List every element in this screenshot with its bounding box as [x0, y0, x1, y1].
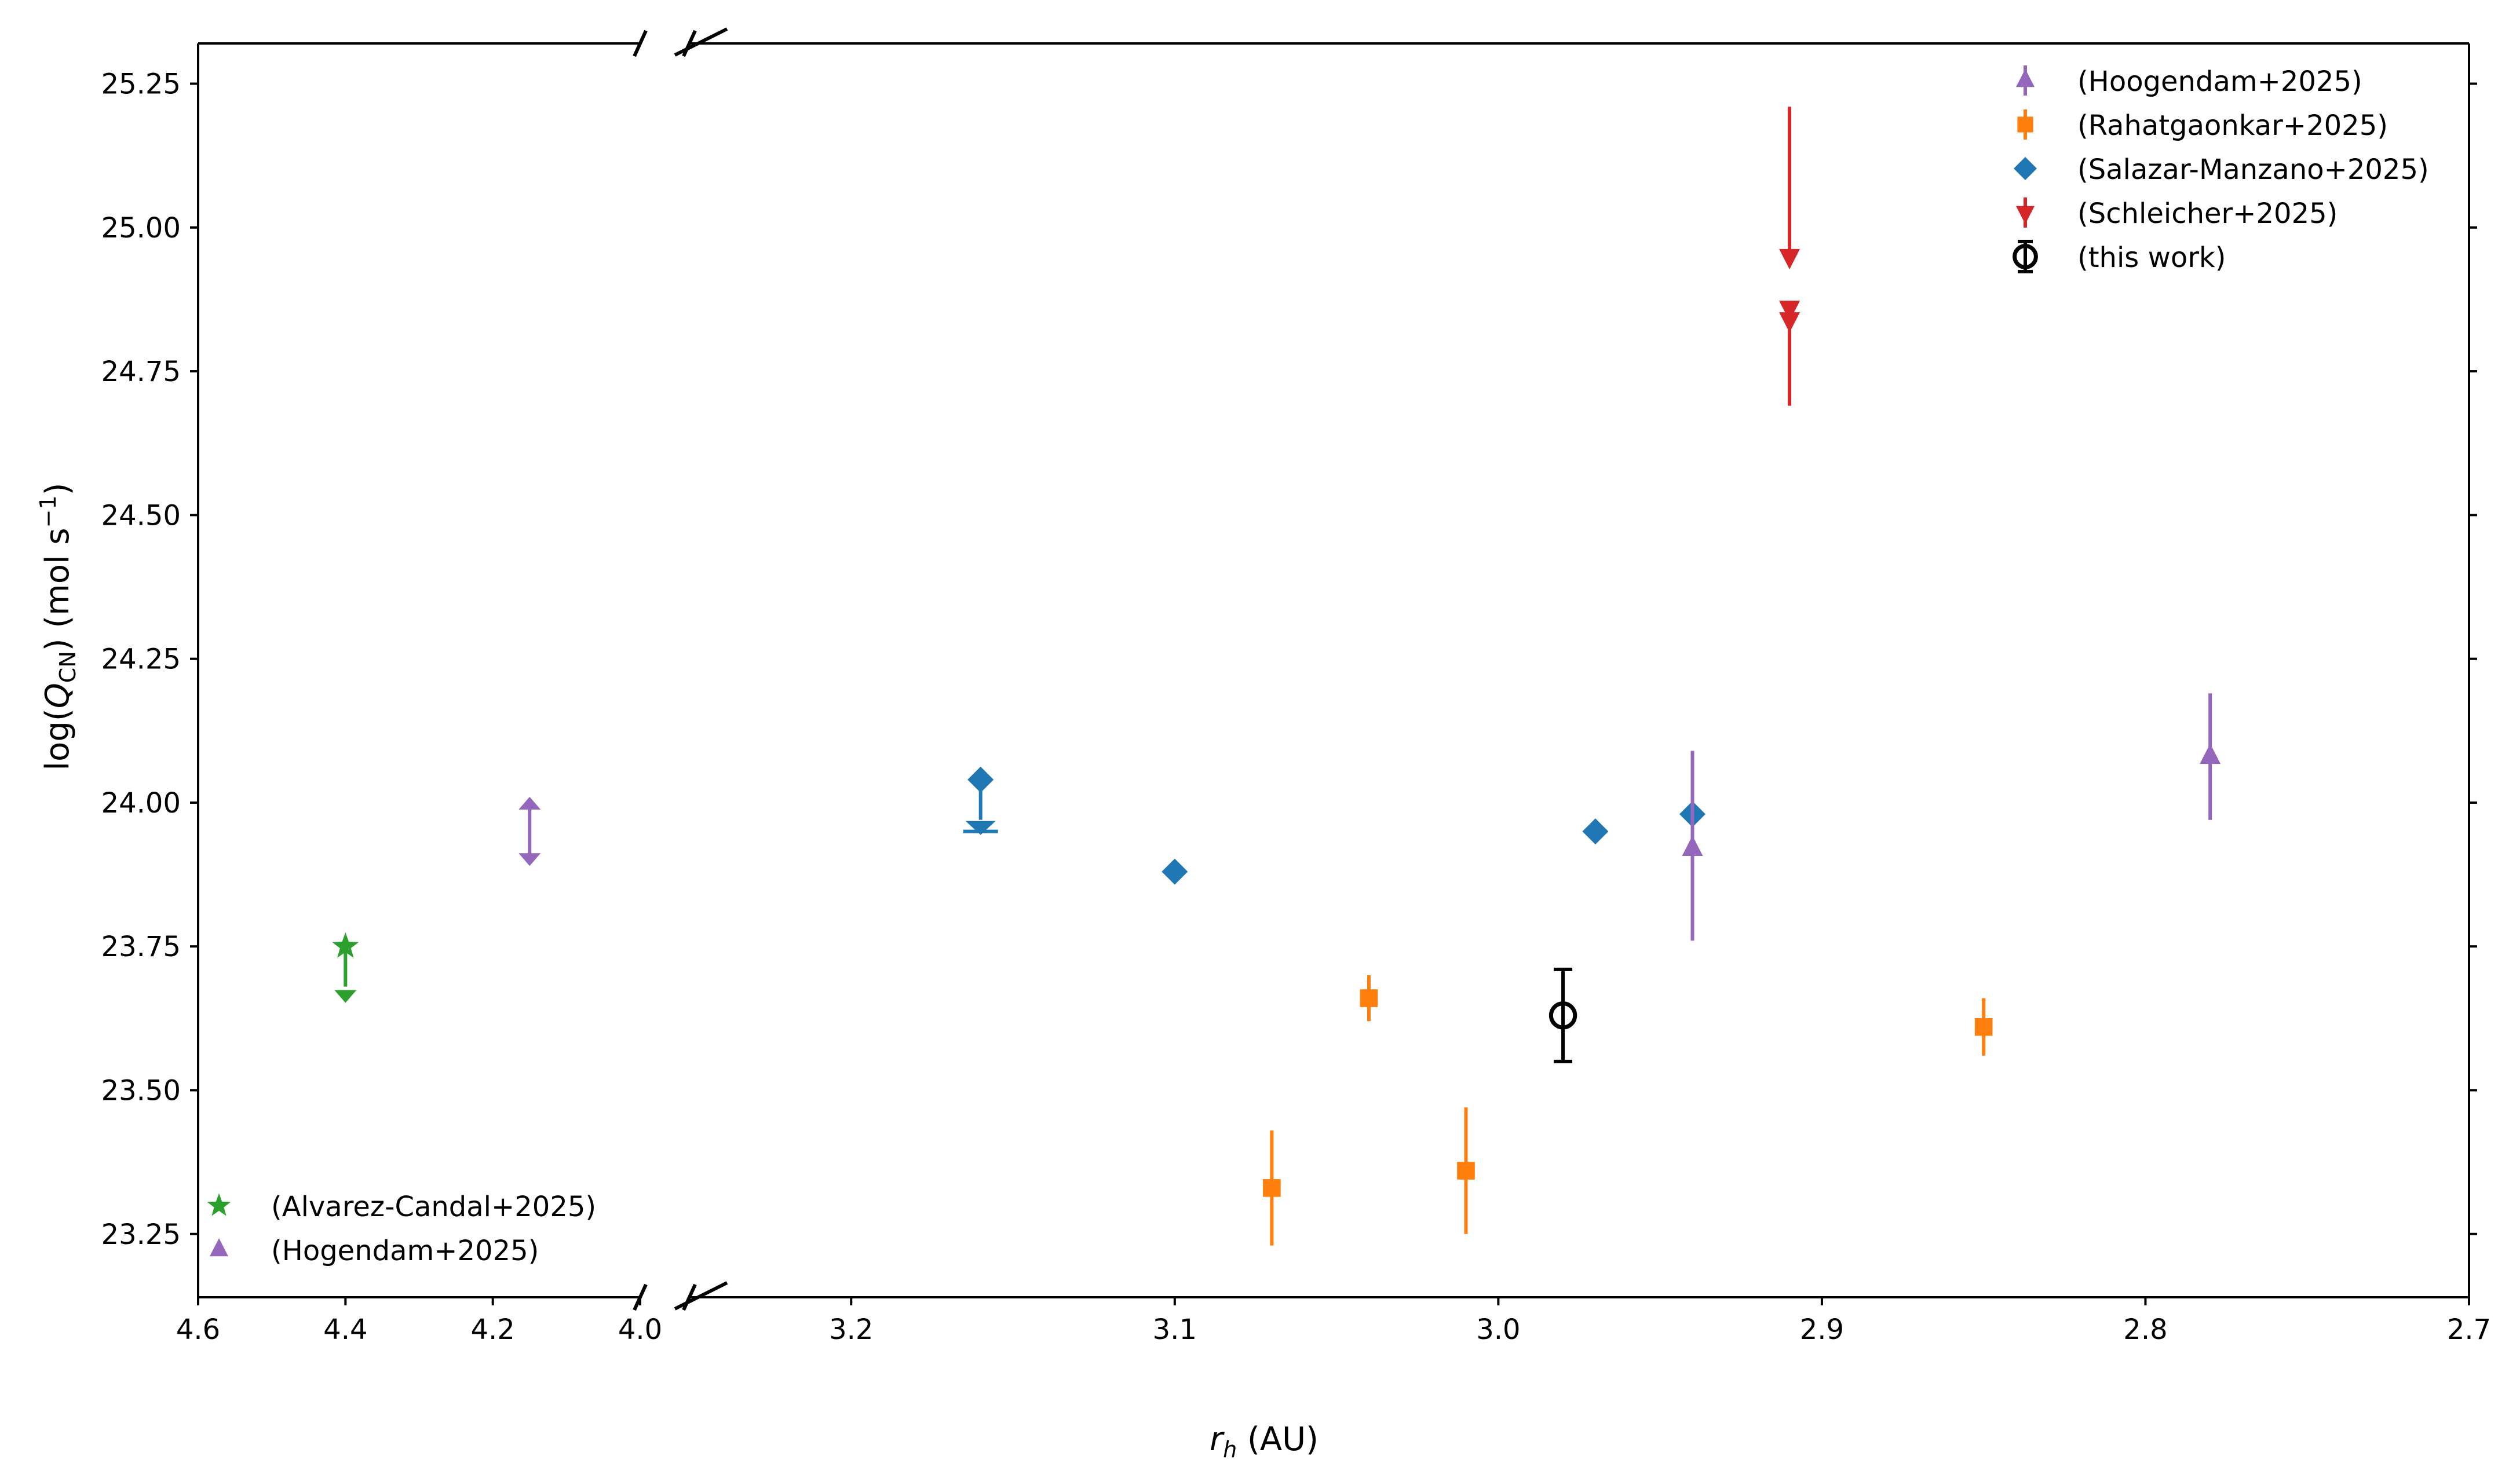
legend-marker — [2016, 69, 2035, 87]
legend-entry: (Hogendam+2025) — [210, 1235, 539, 1267]
legend-marker — [2017, 116, 2033, 133]
axis-break-mark — [682, 1283, 697, 1311]
data-point — [1162, 858, 1188, 885]
legend-label: (Rahatgaonkar+2025) — [2077, 109, 2388, 142]
legend-marker — [207, 1193, 231, 1216]
x-tick-label: 2.9 — [1800, 1313, 1844, 1346]
legend-label: (Alvarez-Candal+2025) — [271, 1191, 596, 1223]
series--alvarez-candal-2025- — [332, 932, 359, 1003]
limit-arrowhead — [518, 796, 541, 810]
y-tick-label: 25.25 — [101, 68, 181, 101]
x-tick-label: 2.8 — [2123, 1313, 2167, 1346]
data-point — [1548, 1001, 1577, 1030]
x-tick-label: 3.1 — [1153, 1313, 1197, 1346]
x-tick-label: 4.0 — [618, 1313, 662, 1346]
y-tick-label: 23.50 — [101, 1074, 181, 1107]
legend-label: (Schleicher+2025) — [2077, 197, 2338, 230]
legend-entry: (Hoogendam+2025) — [2016, 65, 2362, 98]
data-point — [1779, 301, 1800, 321]
data-marks — [332, 107, 2221, 1246]
legend-entry: (Rahatgaonkar+2025) — [2017, 109, 2388, 142]
data-point — [1779, 312, 1800, 333]
series--schleicher-2025- — [1779, 107, 1800, 406]
legend-entry: (Alvarez-Candal+2025) — [207, 1191, 596, 1223]
y-tick-label: 23.25 — [101, 1218, 181, 1251]
y-tick-label: 24.50 — [101, 499, 181, 532]
axis-break-mark — [674, 27, 728, 57]
x-axis-label: rh (AU) — [1210, 1421, 1319, 1462]
ticks: 23.25 23.50 23.75 24.00 24.25 24.50 24.75 25.00… — [101, 68, 2492, 1346]
y-tick-label: 24.75 — [101, 356, 181, 388]
y-tick-label: 24.25 — [101, 643, 181, 676]
y-tick-label: 23.75 — [101, 931, 181, 963]
data-point — [1974, 1018, 1993, 1036]
legend-label: (Hoogendam+2025) — [2077, 65, 2362, 98]
series--hoogendam-2025- — [1682, 693, 2221, 941]
data-point — [1263, 1179, 1281, 1197]
x-tick-label: 4.6 — [176, 1313, 220, 1346]
axis-break-mark — [682, 30, 697, 57]
limit-arrowhead — [334, 990, 357, 1003]
x-tick-label: 4.2 — [470, 1313, 514, 1346]
legend-entry: (Salazar-Manzano+2025) — [2014, 153, 2429, 186]
legend-marker — [2014, 157, 2037, 180]
axis-break-mark — [674, 1281, 728, 1311]
data-point — [2200, 743, 2221, 764]
legend-marker — [210, 1238, 228, 1257]
series--hogendam-2025- — [518, 796, 541, 866]
data-point — [967, 766, 994, 793]
data-point — [1582, 818, 1609, 845]
limit-arrowhead — [965, 821, 996, 835]
legend-marker — [2013, 244, 2038, 269]
data-point — [1682, 835, 1703, 856]
y-axis-label: log(QCN) (mol s−1) — [35, 483, 81, 771]
legend-entry: (this work) — [2013, 240, 2226, 274]
x-tick-label: 3.0 — [1476, 1313, 1520, 1346]
series--salazar-manzano-2025- — [963, 766, 1705, 885]
data-point — [1360, 989, 1378, 1007]
x-tick-label: 4.4 — [323, 1313, 367, 1346]
series--rahatgaonkar-2025- — [1263, 975, 1993, 1246]
x-tick-label: 2.7 — [2447, 1313, 2491, 1346]
limit-arrowhead — [518, 853, 541, 866]
legend-marker — [2016, 206, 2035, 224]
y-tick-label: 25.00 — [101, 212, 181, 244]
data-point — [332, 932, 359, 958]
legends: (Hoogendam+2025) (Rahatgaonkar+2025) (Sala… — [207, 65, 2429, 1267]
axes — [197, 27, 2470, 1311]
legend-entry: (Schleicher+2025) — [2016, 197, 2338, 230]
axis-break-mark — [633, 30, 648, 57]
data-point — [1779, 248, 1800, 269]
legend-label: (this work) — [2077, 241, 2226, 274]
data-point — [1457, 1162, 1475, 1180]
legend-label: (Hogendam+2025) — [271, 1235, 539, 1267]
legend-label: (Salazar-Manzano+2025) — [2077, 153, 2429, 186]
series--this-work- — [1548, 967, 1577, 1063]
x-tick-label: 3.2 — [829, 1313, 873, 1346]
y-tick-label: 24.00 — [101, 787, 181, 819]
